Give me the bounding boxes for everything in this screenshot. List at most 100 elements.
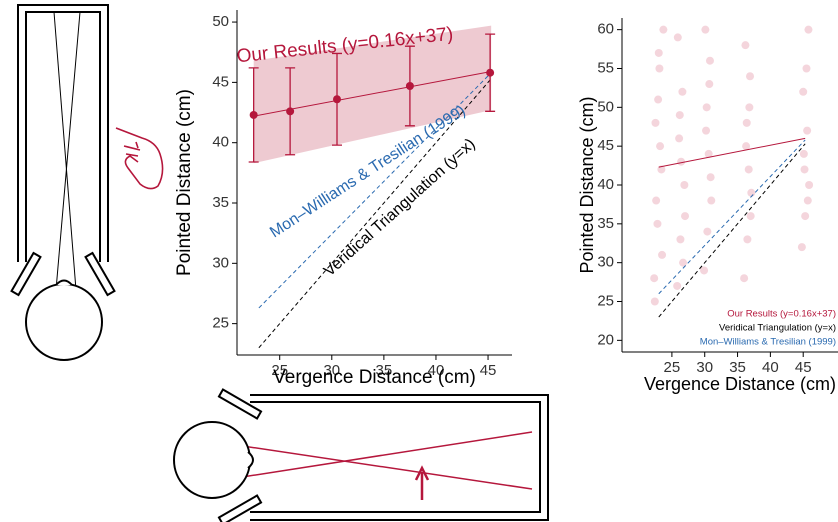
scatter-point bbox=[742, 118, 751, 127]
shoulder bbox=[10, 251, 42, 297]
y-tick-label: 55 bbox=[597, 59, 614, 76]
data-point bbox=[249, 110, 258, 119]
scatter-point bbox=[701, 25, 710, 34]
scatter-point bbox=[746, 212, 755, 221]
scatter-point bbox=[745, 103, 754, 112]
scatter-point bbox=[799, 149, 808, 158]
scatter-point bbox=[677, 157, 686, 166]
series-line bbox=[658, 139, 806, 295]
outer-box bbox=[17, 4, 109, 262]
y-tick-label: 40 bbox=[597, 176, 614, 193]
scatter-point bbox=[705, 80, 714, 89]
y-tick-label: 50 bbox=[597, 98, 614, 115]
scatter-point bbox=[651, 118, 660, 127]
scatter-point bbox=[706, 173, 715, 182]
scatter-point bbox=[650, 297, 659, 306]
scatter-point bbox=[658, 250, 667, 259]
scatter-point bbox=[705, 56, 714, 65]
data-point bbox=[286, 107, 295, 116]
shoulder bbox=[217, 494, 263, 522]
scatter-point bbox=[742, 142, 751, 151]
scatter-point bbox=[707, 196, 716, 205]
scatter-point bbox=[703, 227, 712, 236]
side-view-diagram bbox=[173, 388, 549, 522]
y-tick-label: 50 bbox=[212, 13, 229, 30]
scatter-point bbox=[704, 149, 713, 158]
series-line bbox=[658, 143, 806, 318]
data-point bbox=[333, 95, 341, 104]
data-point bbox=[405, 81, 414, 90]
scatter-point bbox=[655, 64, 664, 73]
outer-box bbox=[250, 394, 549, 521]
series-line bbox=[658, 137, 806, 168]
scatter-point bbox=[746, 72, 755, 81]
y-tick-label: 25 bbox=[212, 315, 229, 332]
x-tick-label: 40 bbox=[762, 359, 779, 376]
nose bbox=[247, 451, 254, 469]
series-line bbox=[253, 71, 492, 117]
scatter-point bbox=[679, 258, 688, 267]
pointer-arrow bbox=[414, 465, 430, 500]
x-tick-label: 45 bbox=[480, 362, 497, 379]
scatter-point bbox=[740, 274, 749, 283]
pointing-hand bbox=[115, 127, 164, 190]
y-tick-label: 25 bbox=[597, 292, 614, 309]
y-axis-title: Pointed Distance (cm) bbox=[174, 89, 195, 276]
scatter-point bbox=[673, 281, 682, 290]
scatter-point bbox=[656, 142, 665, 151]
scatter-point bbox=[744, 165, 753, 174]
x-tick-label: 35 bbox=[729, 359, 746, 376]
data-point bbox=[486, 68, 495, 77]
y-tick-label: 45 bbox=[597, 137, 614, 154]
scatter-point bbox=[654, 48, 663, 57]
scatter-point bbox=[803, 126, 812, 135]
scatter-point bbox=[681, 212, 690, 221]
y-tick-label: 30 bbox=[597, 254, 614, 271]
sight-line bbox=[235, 431, 533, 479]
scatter-point bbox=[652, 196, 661, 205]
scatter-point bbox=[675, 111, 684, 120]
sight-line bbox=[235, 444, 533, 490]
y-axis-title: Pointed Distance (cm) bbox=[577, 96, 597, 273]
scatter-point bbox=[700, 266, 709, 275]
x-axis-title: Vergence Distance (cm) bbox=[644, 374, 836, 394]
x-tick-label: 40 bbox=[428, 362, 445, 379]
y-tick-label: 60 bbox=[597, 21, 614, 38]
confidence-band bbox=[253, 25, 492, 164]
scatter-point bbox=[659, 25, 668, 34]
hand bbox=[115, 127, 164, 190]
y-tick-label: 35 bbox=[597, 215, 614, 232]
top-view-diagram bbox=[10, 4, 116, 361]
y-tick-label: 35 bbox=[212, 194, 229, 211]
scatter-point bbox=[800, 165, 809, 174]
x-axis-title: Vergence Distance (cm) bbox=[273, 367, 476, 388]
x-tick-label: 25 bbox=[664, 359, 681, 376]
head bbox=[25, 283, 103, 361]
x-tick-label: 30 bbox=[323, 362, 340, 379]
x-tick-label: 35 bbox=[376, 362, 393, 379]
scatter-point bbox=[675, 134, 684, 143]
y-tick-label: 20 bbox=[597, 331, 614, 348]
series-line bbox=[258, 72, 492, 309]
shoulder bbox=[84, 251, 116, 297]
scatter-point bbox=[799, 87, 808, 96]
y-tick-label: 30 bbox=[212, 254, 229, 271]
y-tick-label: 45 bbox=[212, 73, 229, 90]
scatter-point bbox=[747, 188, 756, 197]
series-line bbox=[258, 78, 492, 349]
scatter-point bbox=[676, 235, 685, 244]
inner-box bbox=[25, 11, 101, 262]
scatter-point bbox=[741, 41, 750, 50]
scatter-point bbox=[804, 25, 813, 34]
scatter-point bbox=[678, 87, 687, 96]
scatter-point bbox=[653, 219, 662, 228]
scatter-point bbox=[801, 212, 810, 221]
scatter-point bbox=[743, 235, 752, 244]
x-tick-label: 25 bbox=[271, 362, 288, 379]
scatter-point bbox=[797, 243, 806, 252]
scatter-point bbox=[702, 103, 711, 112]
x-tick-label: 45 bbox=[795, 359, 812, 376]
sight-line bbox=[53, 11, 77, 291]
legend-label: Our Results (y=0.16x+37) bbox=[727, 309, 836, 320]
